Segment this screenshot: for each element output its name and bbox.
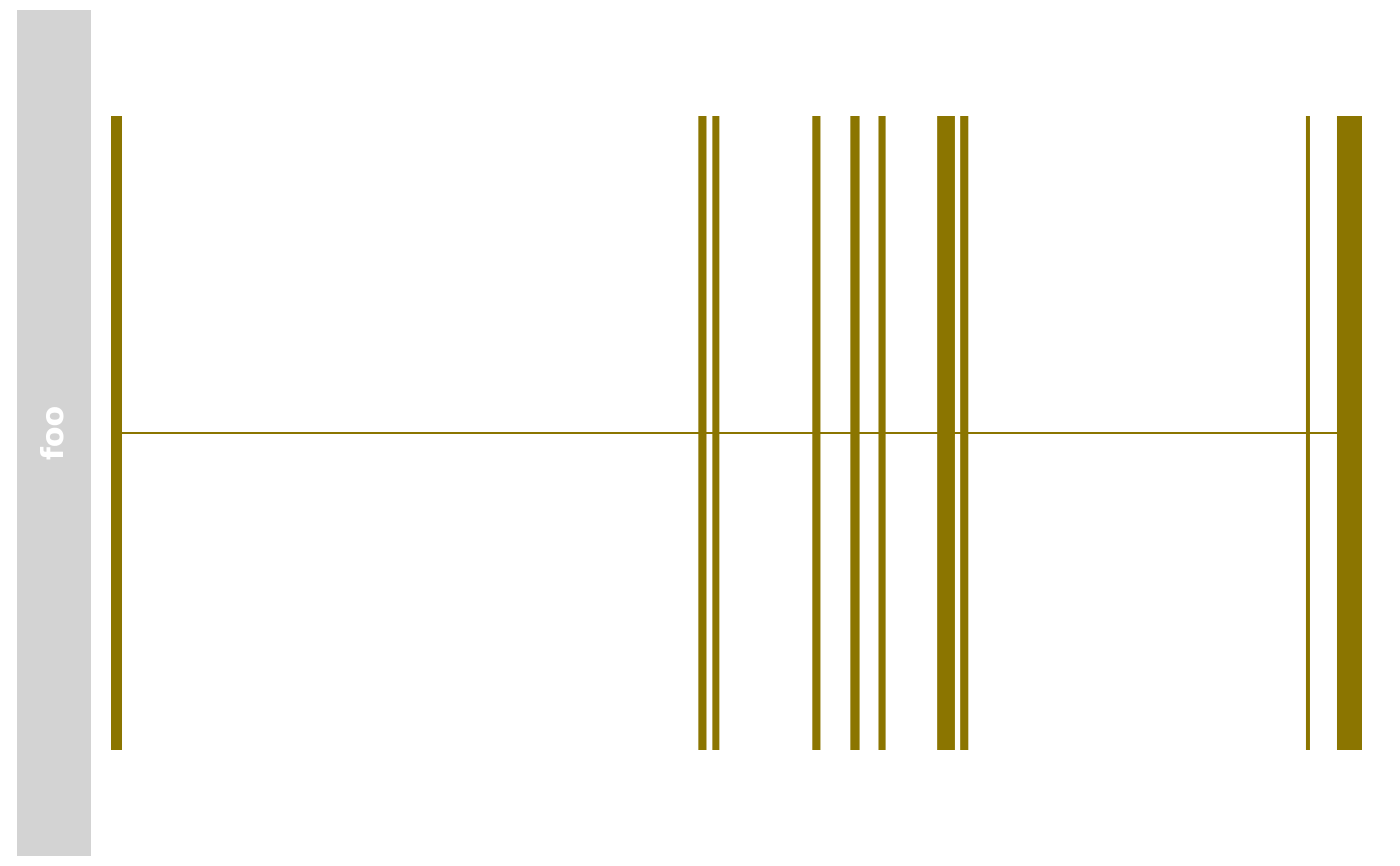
feature-block-7 bbox=[937, 116, 955, 750]
feature-block-8 bbox=[960, 116, 969, 750]
feature-block-9 bbox=[1305, 116, 1310, 750]
feature-block-6 bbox=[878, 116, 886, 750]
feature-block-4 bbox=[812, 116, 821, 750]
features-layer bbox=[111, 116, 1362, 750]
feature-block-1 bbox=[111, 116, 123, 750]
feature-block-3 bbox=[712, 116, 720, 750]
feature-block-5 bbox=[850, 116, 860, 750]
track-label-strip: foo bbox=[17, 10, 91, 856]
feature-block-10 bbox=[1336, 116, 1362, 750]
feature-block-2 bbox=[698, 116, 707, 750]
